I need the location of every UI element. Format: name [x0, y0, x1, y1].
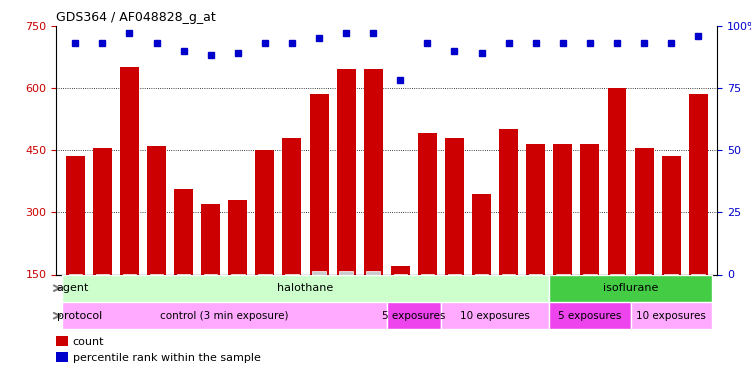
Bar: [553, 144, 572, 274]
Bar: [387, 302, 441, 329]
Text: GSM5109: GSM5109: [504, 277, 513, 320]
Bar: [662, 156, 680, 274]
Text: GSM5084: GSM5084: [98, 277, 107, 320]
Bar: [336, 69, 356, 274]
Text: agent: agent: [56, 283, 89, 293]
Text: GSM5082: GSM5082: [71, 277, 80, 320]
Bar: [66, 156, 85, 274]
Bar: [689, 94, 707, 274]
Text: protocol: protocol: [56, 311, 102, 321]
Bar: [309, 94, 328, 274]
Text: 10 exposures: 10 exposures: [636, 311, 706, 321]
Bar: [581, 144, 599, 274]
Bar: [418, 134, 437, 274]
Bar: [62, 274, 549, 302]
Bar: [608, 88, 626, 274]
Bar: [526, 144, 545, 274]
Text: percentile rank within the sample: percentile rank within the sample: [73, 353, 261, 363]
Bar: [363, 69, 383, 274]
Text: GSM5116: GSM5116: [694, 277, 703, 320]
Bar: [62, 302, 387, 329]
Bar: [93, 148, 112, 274]
Text: count: count: [73, 337, 104, 347]
Bar: [631, 302, 712, 329]
Text: control (3 min exposure): control (3 min exposure): [160, 311, 288, 321]
Text: 5 exposures: 5 exposures: [558, 311, 622, 321]
Text: GSM5119: GSM5119: [613, 277, 622, 320]
Text: GSM5090: GSM5090: [207, 277, 216, 320]
Text: GSM5117: GSM5117: [558, 277, 567, 320]
Text: GSM5105: GSM5105: [234, 277, 243, 320]
Text: 10 exposures: 10 exposures: [460, 311, 530, 321]
Bar: [472, 194, 491, 274]
Text: GSM5113: GSM5113: [450, 277, 459, 320]
Bar: [499, 129, 518, 274]
Bar: [56, 336, 68, 346]
Bar: [147, 146, 166, 274]
Bar: [441, 302, 549, 329]
Text: isoflurane: isoflurane: [603, 283, 658, 293]
Text: GSM5087: GSM5087: [179, 277, 189, 320]
Bar: [120, 67, 139, 274]
Bar: [549, 274, 712, 302]
Text: GSM5107: GSM5107: [288, 277, 297, 320]
Bar: [56, 352, 68, 362]
Bar: [228, 200, 247, 274]
Text: GSM5111: GSM5111: [396, 277, 405, 320]
Bar: [391, 266, 410, 274]
Text: GSM5106: GSM5106: [261, 277, 270, 320]
Bar: [282, 138, 301, 274]
Bar: [201, 204, 220, 274]
Text: GSM5115: GSM5115: [667, 277, 676, 320]
Text: GSM5112: GSM5112: [423, 277, 432, 320]
Bar: [445, 138, 464, 274]
Text: GSM5108: GSM5108: [477, 277, 486, 320]
Bar: [635, 148, 653, 274]
Text: GSM11381: GSM11381: [369, 274, 378, 323]
Text: 5 exposures: 5 exposures: [382, 311, 445, 321]
Text: GSM5086: GSM5086: [152, 277, 161, 320]
Bar: [549, 302, 631, 329]
Bar: [255, 150, 274, 274]
Text: GSM5118: GSM5118: [585, 277, 594, 320]
Text: GSM5110: GSM5110: [531, 277, 540, 320]
Text: halothane: halothane: [277, 283, 333, 293]
Text: GSM5114: GSM5114: [640, 277, 649, 320]
Text: GSM11379: GSM11379: [315, 274, 324, 323]
Bar: [174, 190, 193, 274]
Text: GSM11380: GSM11380: [342, 274, 351, 323]
Text: GSM5085: GSM5085: [125, 277, 134, 320]
Text: GDS364 / AF048828_g_at: GDS364 / AF048828_g_at: [56, 11, 216, 25]
